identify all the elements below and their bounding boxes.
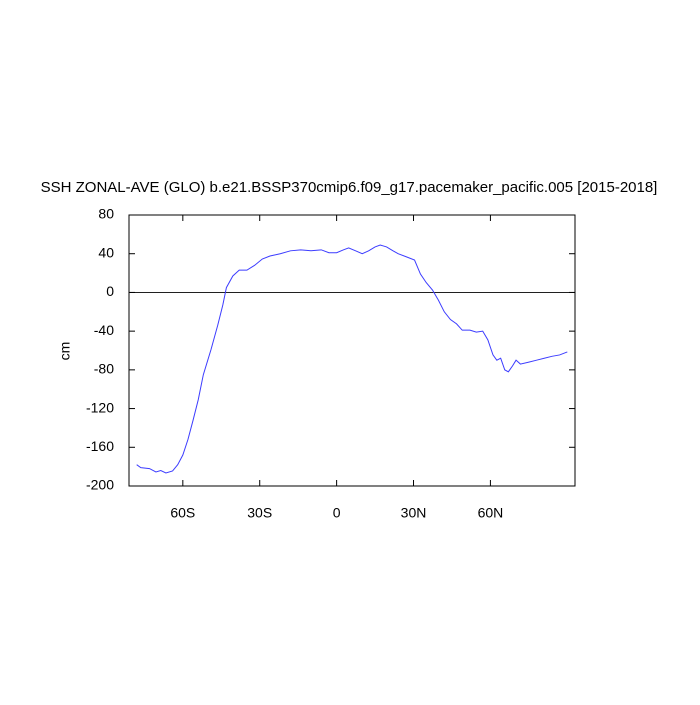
y-tick-label: -40 [94,322,114,338]
x-tick-label: 0 [333,505,341,521]
y-tick-label: -80 [94,361,114,377]
data-line [136,244,568,474]
y-tick-label: -120 [86,399,114,415]
y-tick-label: -200 [86,477,114,493]
chart-title: SSH ZONAL-AVE (GLO) b.e21.BSSP370cmip6.f… [41,179,658,196]
y-tick-label: 80 [98,206,114,222]
x-tick-label: 30S [247,505,272,521]
x-tick-label: 60S [170,505,195,521]
y-tick-label: -160 [86,438,114,454]
plot-frame [128,214,576,487]
x-tick-label: 30N [401,505,427,521]
x-tick-label: 60N [478,505,504,521]
y-tick-label: 0 [106,283,114,299]
y-tick-label: 40 [98,244,114,260]
y-axis-label: cm [57,342,73,361]
